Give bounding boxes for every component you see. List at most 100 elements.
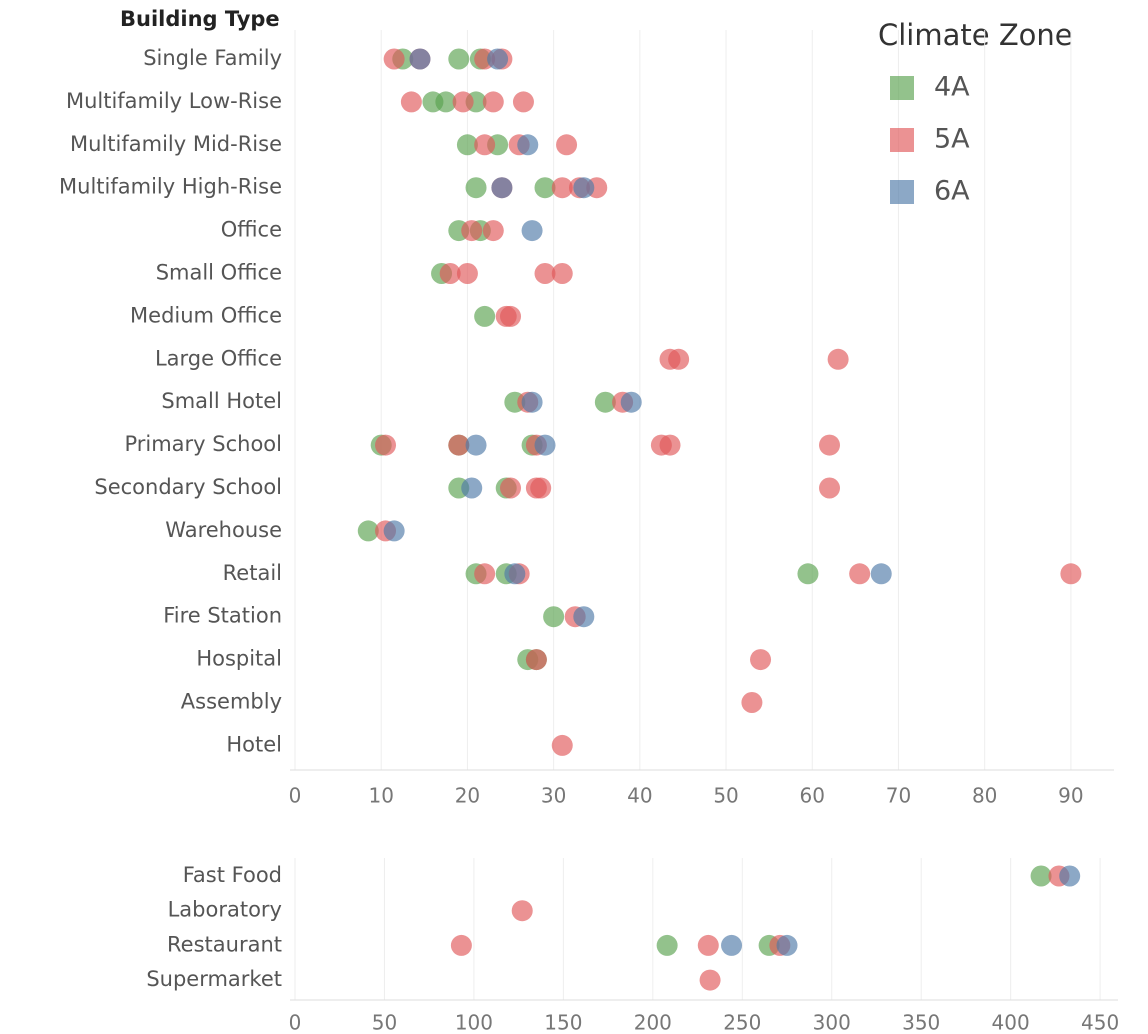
dot <box>827 348 849 370</box>
dot <box>487 48 509 70</box>
x-tick-label: 350 <box>902 1011 940 1034</box>
y-tick-label: Office <box>221 218 282 242</box>
dot <box>697 934 719 956</box>
x-tick-label: 200 <box>634 1011 672 1034</box>
dot <box>383 520 405 542</box>
dot <box>870 563 892 585</box>
y-tick-label: Small Hotel <box>161 389 282 413</box>
dot <box>534 263 556 284</box>
dot <box>511 900 533 922</box>
x-tick-label: 150 <box>544 1011 582 1034</box>
dot <box>375 434 397 456</box>
y-tick-label: Supermarket <box>146 967 282 991</box>
dot <box>668 348 690 370</box>
dot <box>500 477 522 499</box>
x-tick-label: 50 <box>713 784 738 808</box>
dot <box>525 649 547 671</box>
dot <box>530 477 552 499</box>
dot <box>456 134 478 156</box>
x-tick-label: 90 <box>1058 784 1083 808</box>
x-tick-label: 80 <box>972 784 997 808</box>
x-tick-label: 30 <box>541 784 566 808</box>
dot <box>849 563 871 585</box>
dot <box>465 434 487 456</box>
dot <box>1059 865 1081 887</box>
x-tick-label: 400 <box>992 1011 1030 1034</box>
dot <box>656 934 678 956</box>
dot <box>383 48 405 70</box>
y-tick-label: Large Office <box>155 346 282 370</box>
x-tick-label: 10 <box>368 784 393 808</box>
dot <box>750 649 772 671</box>
y-tick-label: Medium Office <box>130 303 282 327</box>
x-tick-label: 40 <box>627 784 652 808</box>
dot <box>543 606 565 628</box>
dot <box>512 91 534 113</box>
dot <box>573 606 595 628</box>
y-tick-label: Fast Food <box>183 863 282 887</box>
dot <box>521 391 543 413</box>
y-tick-label: Hotel <box>226 732 282 756</box>
dot <box>776 934 798 956</box>
dot <box>504 563 526 585</box>
dot <box>517 134 539 156</box>
dot <box>448 434 470 456</box>
dot <box>1060 563 1082 585</box>
legend-label: 4A <box>934 72 970 103</box>
y-tick-label: Small Office <box>156 261 282 285</box>
x-tick-label: 0 <box>289 784 302 808</box>
dot <box>551 177 573 199</box>
y-axis-title: Building Type <box>120 7 280 31</box>
dot <box>534 434 556 456</box>
legend-swatch <box>890 76 914 100</box>
y-tick-label: Fire Station <box>163 604 282 628</box>
dot <box>450 934 472 956</box>
dot <box>551 734 573 756</box>
dot <box>456 263 478 284</box>
legend-swatch <box>890 180 914 204</box>
x-tick-label: 60 <box>800 784 825 808</box>
y-tick-label: Assembly <box>181 690 282 714</box>
dot <box>461 477 483 499</box>
dot <box>400 91 422 113</box>
dot <box>482 91 504 113</box>
y-tick-label: Laboratory <box>168 898 282 922</box>
dot <box>819 434 841 456</box>
dot <box>797 563 819 585</box>
dot <box>699 969 721 991</box>
dot <box>573 177 595 199</box>
dot <box>439 263 461 284</box>
x-tick-label: 50 <box>372 1011 397 1034</box>
dot <box>721 934 743 956</box>
dot <box>357 520 379 542</box>
dot <box>482 220 504 242</box>
x-tick-label: 100 <box>455 1011 493 1034</box>
dot <box>435 91 457 113</box>
x-tick-label: 0 <box>289 1011 302 1034</box>
x-tick-label: 300 <box>813 1011 851 1034</box>
y-tick-label: Multifamily High-Rise <box>59 175 282 199</box>
dot <box>551 263 573 284</box>
dot <box>659 434 681 456</box>
dot <box>474 134 496 156</box>
y-tick-label: Restaurant <box>167 932 282 956</box>
dot <box>409 48 431 70</box>
dot <box>474 305 496 327</box>
y-tick-label: Hospital <box>196 647 282 671</box>
dot <box>819 477 841 499</box>
dot <box>461 220 483 242</box>
dot <box>741 692 763 713</box>
y-tick-label: Multifamily Mid-Rise <box>70 132 282 156</box>
dot <box>448 48 470 70</box>
dot <box>1030 865 1052 887</box>
dot <box>452 91 474 113</box>
y-tick-label: Multifamily Low-Rise <box>66 89 282 113</box>
dot <box>521 220 543 242</box>
dot <box>500 305 522 327</box>
dot <box>556 134 578 156</box>
dot <box>465 177 487 199</box>
y-tick-label: Primary School <box>124 432 282 456</box>
x-tick-label: 450 <box>1081 1011 1119 1034</box>
dot <box>491 177 513 199</box>
